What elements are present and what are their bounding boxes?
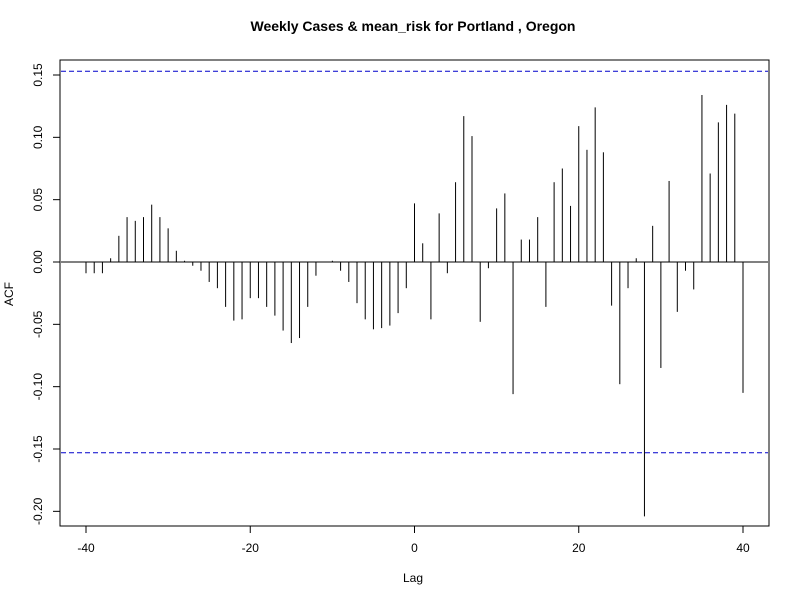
confidence-bounds [61,70,768,454]
x-tick-label: -20 [242,541,260,555]
y-tick-label: 0.15 [31,63,45,87]
y-axis: -0.20 -0.15 -0.10 -0.05 0.00 0.05 0.10 0.15 [31,63,61,525]
x-tick-label: 0 [411,541,418,555]
y-tick-label: -0.15 [31,435,45,463]
x-axis-label: Lag [403,571,423,585]
y-axis-label: ACF [2,282,16,306]
y-tick-label: -0.10 [31,373,45,401]
chart-title: Weekly Cases & mean_risk for Portland , … [251,18,576,34]
y-tick-label: 0.10 [31,125,45,149]
x-tick-label: -40 [77,541,95,555]
x-axis: -40 -20 0 20 40 [77,525,750,555]
x-tick-label: 40 [736,541,750,555]
y-tick-label: -0.05 [31,310,45,338]
y-tick-label: -0.20 [31,497,45,525]
y-tick-label: 0.00 [31,250,45,274]
y-tick-label: 0.05 [31,188,45,212]
plot-frame [59,59,770,527]
x-tick-label: 20 [572,541,586,555]
acf-bars [85,94,744,517]
